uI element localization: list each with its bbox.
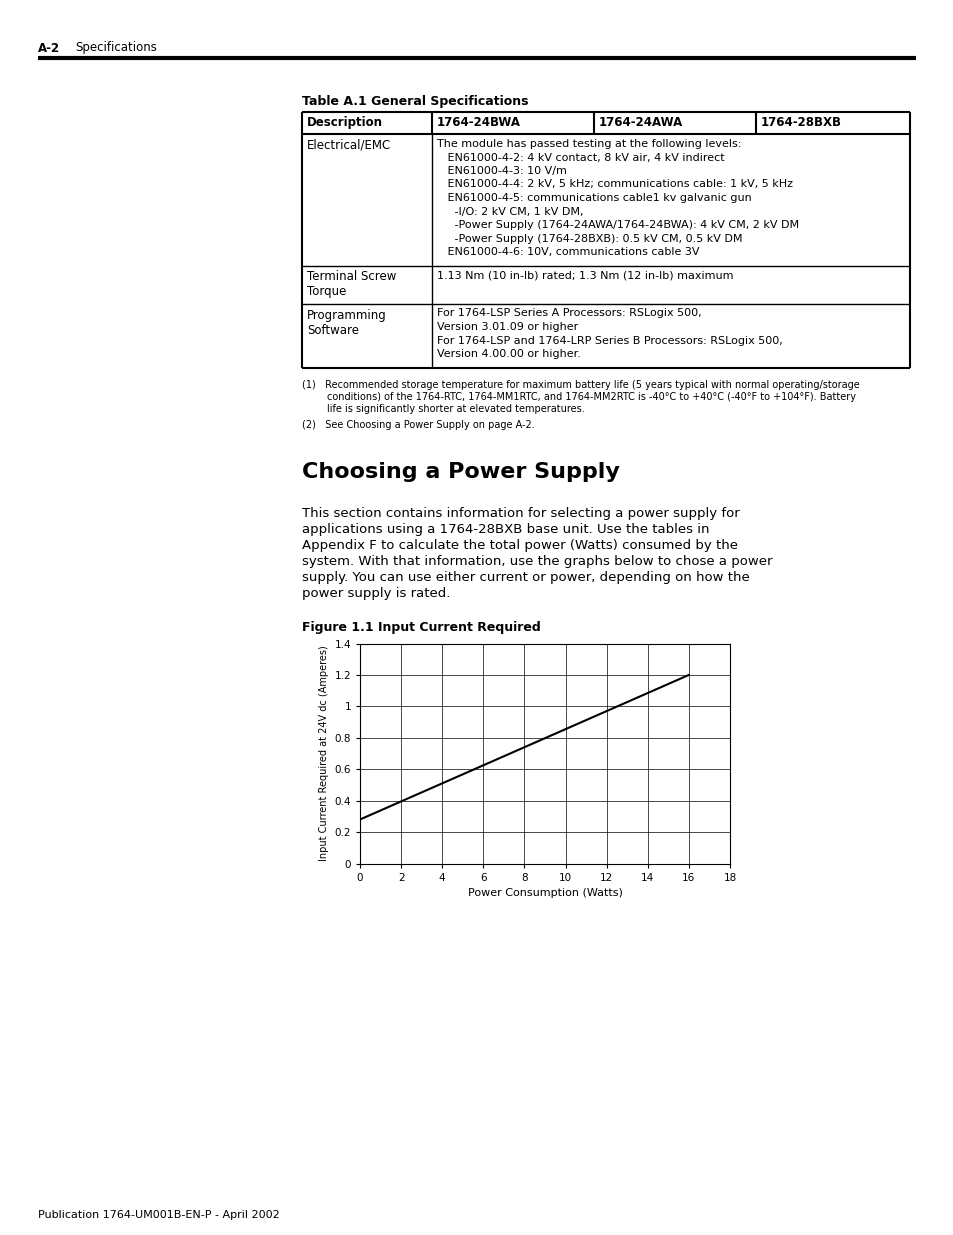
Text: system. With that information, use the graphs below to chose a power: system. With that information, use the g… xyxy=(302,556,772,568)
Text: applications using a 1764-28BXB base unit. Use the tables in: applications using a 1764-28BXB base uni… xyxy=(302,524,709,536)
Text: Figure 1.1 Input Current Required: Figure 1.1 Input Current Required xyxy=(302,621,540,635)
Text: EN61000-4-5: communications cable1 kv galvanic gun: EN61000-4-5: communications cable1 kv ga… xyxy=(436,193,751,203)
Text: Table A.1 General Specifications: Table A.1 General Specifications xyxy=(302,95,528,107)
Text: Version 3.01.09 or higher: Version 3.01.09 or higher xyxy=(436,322,578,332)
Text: Version 4.00.00 or higher.: Version 4.00.00 or higher. xyxy=(436,350,580,359)
Text: The module has passed testing at the following levels:: The module has passed testing at the fol… xyxy=(436,140,740,149)
Text: This section contains information for selecting a power supply for: This section contains information for se… xyxy=(302,508,739,520)
Text: Electrical/EMC: Electrical/EMC xyxy=(307,140,391,152)
Text: Description: Description xyxy=(307,116,382,128)
Text: A-2: A-2 xyxy=(38,42,60,54)
Y-axis label: Input Current Required at 24V dc (Amperes): Input Current Required at 24V dc (Ampere… xyxy=(318,646,329,861)
Text: (2)   See Choosing a Power Supply on page A-2.: (2) See Choosing a Power Supply on page … xyxy=(302,420,535,431)
Text: Publication 1764-UM001B-EN-P - April 2002: Publication 1764-UM001B-EN-P - April 200… xyxy=(38,1210,279,1220)
Text: EN61000-4-3: 10 V/m: EN61000-4-3: 10 V/m xyxy=(436,165,566,177)
Text: life is significantly shorter at elevated temperatures.: life is significantly shorter at elevate… xyxy=(302,404,584,414)
Text: Programming
Software: Programming Software xyxy=(307,309,386,336)
Text: Specifications: Specifications xyxy=(75,42,156,54)
Text: 1764-28BXB: 1764-28BXB xyxy=(760,116,841,128)
Text: conditions) of the 1764-RTC, 1764-MM1RTC, and 1764-MM2RTC is -40°C to +40°C (-40: conditions) of the 1764-RTC, 1764-MM1RTC… xyxy=(302,391,855,401)
Text: (1)   Recommended storage temperature for maximum battery life (5 years typical : (1) Recommended storage temperature for … xyxy=(302,379,859,389)
Text: supply. You can use either current or power, depending on how the: supply. You can use either current or po… xyxy=(302,572,749,584)
Text: 1.13 Nm (10 in-lb) rated; 1.3 Nm (12 in-lb) maximum: 1.13 Nm (10 in-lb) rated; 1.3 Nm (12 in-… xyxy=(436,270,733,280)
Text: EN61000-4-6: 10V, communications cable 3V: EN61000-4-6: 10V, communications cable 3… xyxy=(436,247,699,257)
Text: power supply is rated.: power supply is rated. xyxy=(302,588,450,600)
Text: EN61000-4-2: 4 kV contact, 8 kV air, 4 kV indirect: EN61000-4-2: 4 kV contact, 8 kV air, 4 k… xyxy=(436,152,724,163)
Text: For 1764-LSP Series A Processors: RSLogix 500,: For 1764-LSP Series A Processors: RSLogi… xyxy=(436,309,700,319)
Text: EN61000-4-4: 2 kV, 5 kHz; communications cable: 1 kV, 5 kHz: EN61000-4-4: 2 kV, 5 kHz; communications… xyxy=(436,179,792,189)
Text: -Power Supply (1764-28BXB): 0.5 kV CM, 0.5 kV DM: -Power Supply (1764-28BXB): 0.5 kV CM, 0… xyxy=(436,233,741,243)
Text: Terminal Screw
Torque: Terminal Screw Torque xyxy=(307,270,395,299)
Text: 1764-24AWA: 1764-24AWA xyxy=(598,116,682,128)
Text: Appendix F to calculate the total power (Watts) consumed by the: Appendix F to calculate the total power … xyxy=(302,540,738,552)
Text: -I/O: 2 kV CM, 1 kV DM,: -I/O: 2 kV CM, 1 kV DM, xyxy=(436,206,583,216)
Text: 1764-24BWA: 1764-24BWA xyxy=(436,116,520,128)
X-axis label: Power Consumption (Watts): Power Consumption (Watts) xyxy=(467,888,621,898)
Text: Choosing a Power Supply: Choosing a Power Supply xyxy=(302,462,619,483)
Text: -Power Supply (1764-24AWA/1764-24BWA): 4 kV CM, 2 kV DM: -Power Supply (1764-24AWA/1764-24BWA): 4… xyxy=(436,220,799,230)
Text: For 1764-LSP and 1764-LRP Series B Processors: RSLogix 500,: For 1764-LSP and 1764-LRP Series B Proce… xyxy=(436,336,781,346)
